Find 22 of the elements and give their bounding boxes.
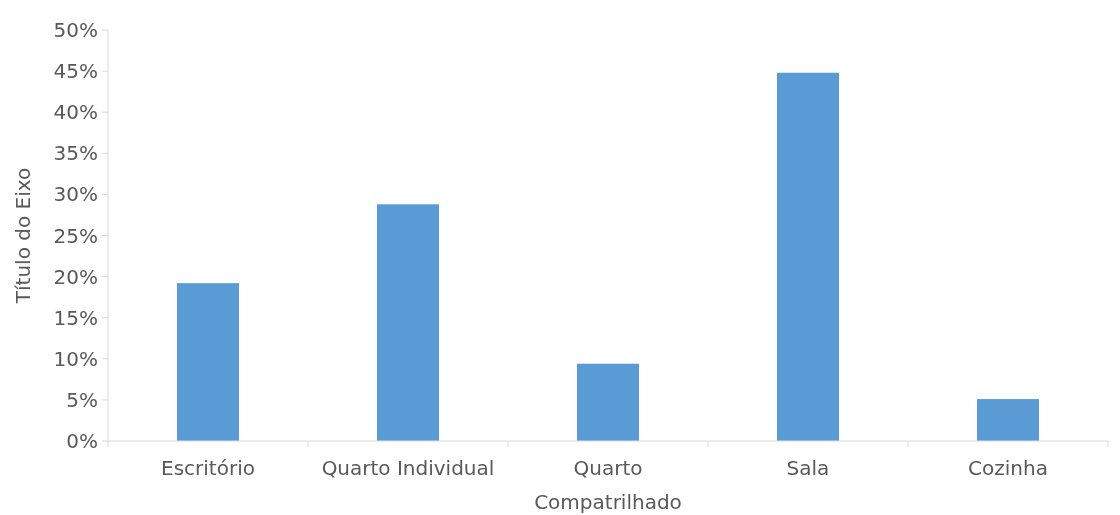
y-tick-label: 30%: [53, 182, 98, 207]
y-tick-label: 15%: [53, 305, 98, 330]
bar: [977, 399, 1039, 441]
x-tick-label: Cozinha: [968, 456, 1048, 480]
x-tick-label: Sala: [786, 456, 830, 480]
y-tick-label: 50%: [53, 18, 98, 42]
y-tick-label: 0%: [66, 429, 98, 453]
bar: [777, 72, 839, 441]
bar: [177, 283, 239, 441]
y-tick-label: 40%: [53, 100, 98, 125]
y-axis-title: Título do Eixo: [11, 167, 35, 305]
bar: [577, 363, 639, 441]
y-tick-label: 10%: [53, 346, 98, 371]
y-tick-label: 20%: [53, 264, 98, 289]
bar: [377, 204, 439, 441]
y-tick-label: 35%: [53, 141, 98, 166]
x-tick-label: Quarto Individual: [321, 456, 495, 480]
x-tick-label: Quarto Compatrilhado: [534, 456, 682, 514]
x-tick-label: Escritório: [161, 456, 255, 480]
y-tick-label: 25%: [53, 223, 98, 248]
y-tick-label: 45%: [53, 59, 98, 84]
y-tick-label: 5%: [66, 387, 98, 412]
